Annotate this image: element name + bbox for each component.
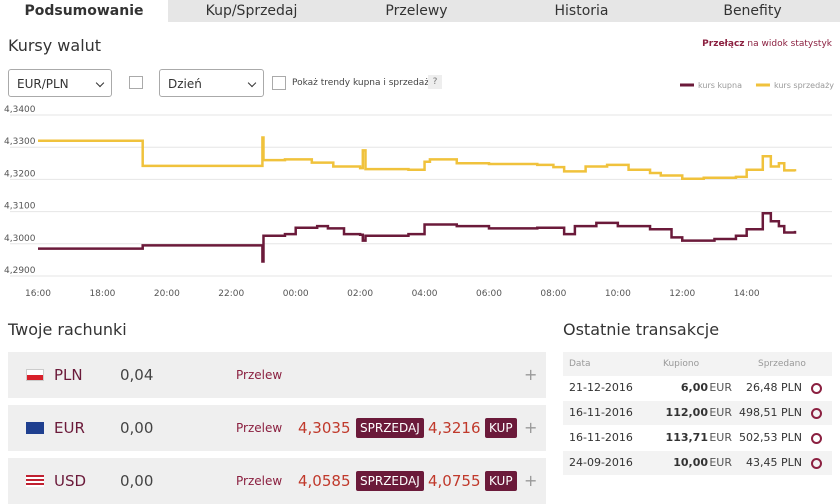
transaction-row: 16-11-2016 112,00 EUR 498,51 PLN <box>563 401 832 425</box>
calendar-icon[interactable] <box>129 76 143 89</box>
header-cell: Sprzedano <box>758 359 806 369</box>
currency: PLN <box>54 366 83 384</box>
expand[interactable]: + <box>524 471 538 490</box>
y-tick-label: 4,3100 <box>4 202 36 212</box>
y-tick-label: 4,3400 <box>4 105 36 115</box>
transaction-row: 24-09-2016 10,00 EUR 43,45 PLN <box>563 451 832 475</box>
details-icon[interactable] <box>811 383 822 394</box>
currency: EUR <box>54 419 85 437</box>
details-icon[interactable] <box>811 433 822 444</box>
header-cell: Data <box>569 359 591 369</box>
transaction-row: 21-12-2016 6,00 EUR 26,48 PLN <box>563 376 832 400</box>
tab[interactable]: Kup/Sprzedaj <box>170 0 333 22</box>
transaction-row: 16-11-2016 113,71 EUR 502,53 PLN <box>563 426 832 450</box>
page: Podsumowanie Kup/Sprzedaj Przelewy Histo… <box>0 0 840 480</box>
chart: 4,2900 4,3000 4,3100 4,3200 4,3300 4,3400 16:0… <box>4 81 834 299</box>
switch[interactable]: Przełącz na widok statystyk <box>702 39 832 49</box>
bought-currency: EUR <box>709 381 732 394</box>
action[interactable]: Przelew <box>236 368 283 382</box>
action[interactable]: Przelew <box>236 474 283 488</box>
checkbox-label: Pokaż trendy kupna i sprzedaży <box>292 78 435 88</box>
x-tick-label: 00:00 <box>283 289 309 299</box>
balance: 0,00 <box>120 472 154 490</box>
buy-button[interactable]: KUP <box>485 418 517 438</box>
legend-label: kurs kupna <box>698 81 742 90</box>
y-tick-label: 4,2900 <box>4 266 36 276</box>
checkbox[interactable] <box>272 76 286 90</box>
account-row: EUR 0,00 Przelew 4,3035 SPRZEDAJ 4,3216 … <box>8 405 546 451</box>
bought-currency: EUR <box>709 406 732 419</box>
pair-select[interactable]: EUR/PLN <box>8 69 112 97</box>
help-icon[interactable]: ? <box>428 75 442 89</box>
x-tick-label: 18:00 <box>89 289 115 299</box>
bought: 10,00 <box>673 456 708 469</box>
tab[interactable]: Historia <box>500 0 663 22</box>
sold: 502,53 PLN <box>739 431 802 444</box>
bought-currency: EUR <box>709 456 732 469</box>
details-icon[interactable] <box>811 408 822 419</box>
series-line <box>38 136 797 181</box>
account-row: PLN 0,04 Przelew + <box>8 352 546 398</box>
date: 16-11-2016 <box>569 431 633 444</box>
balance: 0,04 <box>120 366 154 384</box>
details-icon[interactable] <box>811 458 822 469</box>
y-tick-label: 4,3000 <box>4 234 36 244</box>
switch-text: na widok statystyk <box>747 39 832 49</box>
x-tick-label: 14:00 <box>734 289 760 299</box>
buy-rate: 4,0755 <box>428 472 481 490</box>
sell-rate: 4,0585 <box>298 472 351 490</box>
x-tick-label: 12:00 <box>669 289 695 299</box>
date: 16-11-2016 <box>569 406 633 419</box>
flag <box>26 475 44 487</box>
tab-bar: Podsumowanie Kup/Sprzedaj Przelewy Histo… <box>0 0 840 22</box>
x-tick-label: 20:00 <box>154 289 180 299</box>
sell-button[interactable]: SPRZEDAJ <box>356 471 424 491</box>
tab[interactable]: Podsumowanie <box>0 0 168 22</box>
y-tick-label: 4,3200 <box>4 169 36 179</box>
switch-link[interactable]: Przełącz <box>702 39 745 49</box>
x-tick-label: 06:00 <box>476 289 502 299</box>
x-tick-label: 10:00 <box>605 289 631 299</box>
x-tick-label: 22:00 <box>218 289 244 299</box>
x-tick-label: 04:00 <box>412 289 438 299</box>
y-tick-label: 4,3300 <box>4 137 36 147</box>
account-row: USD 0,00 Przelew 4,0585 SPRZEDAJ 4,0755 … <box>8 458 546 504</box>
balance: 0,00 <box>120 419 154 437</box>
sold: 498,51 PLN <box>739 406 802 419</box>
sell-button[interactable]: SPRZEDAJ <box>356 418 424 438</box>
buy-rate: 4,3216 <box>428 419 481 437</box>
section-title: Ostatnie transakcje <box>563 320 720 339</box>
legend-label: kurs sprzedaży <box>774 81 834 90</box>
tab[interactable]: Przelewy <box>335 0 498 22</box>
header-cell: Kupiono <box>663 359 700 369</box>
date: 21-12-2016 <box>569 381 633 394</box>
flag <box>26 422 44 434</box>
sold: 43,45 PLN <box>746 456 802 469</box>
table-header: Data Kupiono Sprzedano <box>563 352 832 376</box>
period-select[interactable]: Dzień <box>159 69 264 97</box>
bought: 113,71 <box>665 431 708 444</box>
bought-currency: EUR <box>709 431 732 444</box>
expand[interactable]: + <box>524 365 538 384</box>
sold: 26,48 PLN <box>746 381 802 394</box>
date: 24-09-2016 <box>569 456 633 469</box>
sell-rate: 4,3035 <box>298 419 351 437</box>
x-tick-label: 02:00 <box>347 289 373 299</box>
buy-button[interactable]: KUP <box>485 471 517 491</box>
expand[interactable]: + <box>524 418 538 437</box>
section-title: Twoje rachunki <box>8 320 127 339</box>
section-title: Kursy walut <box>8 36 102 55</box>
currency: USD <box>54 472 87 490</box>
x-tick-label: 08:00 <box>540 289 566 299</box>
flag <box>26 369 44 381</box>
series-line <box>38 211 797 263</box>
action[interactable]: Przelew <box>236 421 283 435</box>
x-tick-label: 16:00 <box>25 289 51 299</box>
tab[interactable]: Benefity <box>665 0 840 22</box>
bought: 6,00 <box>680 381 708 394</box>
bought: 112,00 <box>665 406 708 419</box>
